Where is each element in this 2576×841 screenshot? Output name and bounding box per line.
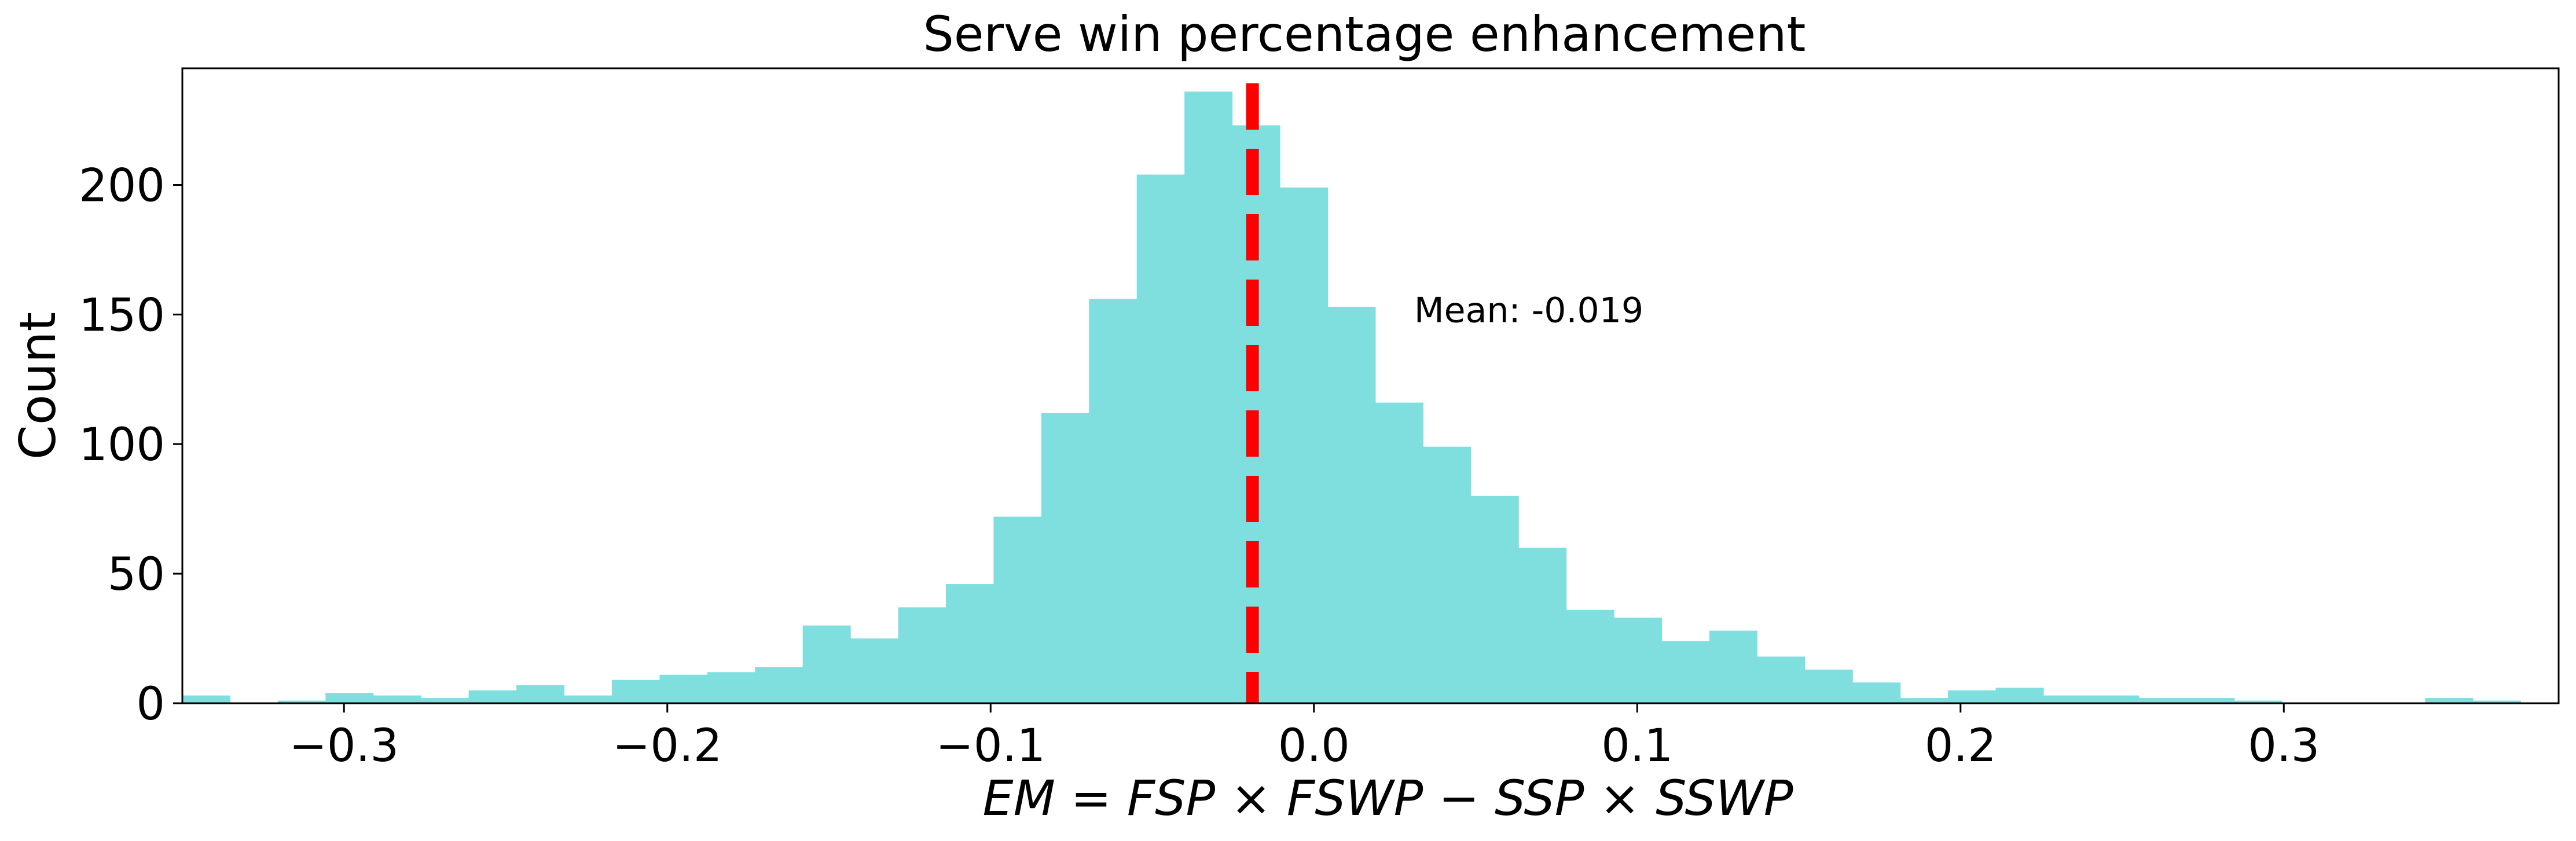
histogram-bar bbox=[1948, 690, 1997, 703]
histogram-bar bbox=[611, 680, 660, 703]
histogram-bar bbox=[468, 690, 517, 703]
histogram-bar bbox=[2425, 698, 2474, 703]
histogram-bar bbox=[659, 674, 708, 703]
histogram-bar bbox=[707, 672, 755, 703]
histogram-bar bbox=[993, 516, 1042, 703]
histogram-bar bbox=[1136, 174, 1185, 703]
histogram-bar bbox=[945, 584, 994, 703]
x-tick-label: 0.3 bbox=[2248, 720, 2320, 772]
histogram-bar bbox=[421, 698, 469, 703]
histogram-bar bbox=[1804, 669, 1853, 703]
histogram-bar bbox=[2234, 700, 2283, 703]
histogram-bar bbox=[1709, 630, 1757, 703]
y-tick-label: 0 bbox=[136, 678, 165, 730]
x-tick-label: 0.1 bbox=[1601, 720, 1673, 772]
histogram-bar bbox=[2186, 698, 2235, 703]
histogram-bar bbox=[2138, 698, 2187, 703]
histogram-bar bbox=[1518, 548, 1567, 703]
histogram-bar bbox=[1614, 618, 1663, 703]
histogram-bar bbox=[1041, 413, 1089, 703]
histogram-bar bbox=[277, 700, 326, 703]
histogram-bar bbox=[564, 695, 612, 703]
histogram-bar bbox=[1423, 446, 1472, 703]
histogram-bar bbox=[850, 638, 899, 703]
y-tick-label: 100 bbox=[79, 419, 165, 471]
x-tick-label: −0.3 bbox=[289, 720, 399, 772]
histogram-bar bbox=[898, 607, 946, 703]
histogram-bar bbox=[516, 685, 565, 703]
mean-annotation: Mean: -0.019 bbox=[1414, 290, 1643, 330]
histogram-bar bbox=[1852, 682, 1901, 703]
histogram-bar bbox=[1900, 698, 1948, 703]
histogram-bar bbox=[1375, 402, 1423, 703]
histogram-bar bbox=[1089, 299, 1137, 703]
x-axis-label: EM = FSP × FSWP − SSP × SSWP bbox=[983, 770, 1793, 827]
histogram-bar bbox=[1470, 495, 1519, 703]
histogram-bar bbox=[325, 693, 374, 703]
histogram-bar bbox=[1280, 187, 1329, 703]
histogram-bar bbox=[2043, 695, 2092, 703]
histogram-bar bbox=[755, 667, 803, 703]
histogram-bar bbox=[1566, 609, 1614, 703]
histogram-bar bbox=[802, 625, 851, 703]
y-tick-label: 150 bbox=[79, 289, 165, 341]
histogram-bar bbox=[1661, 641, 1710, 703]
y-axis-label: Count bbox=[9, 312, 67, 460]
histogram-bar bbox=[1184, 91, 1233, 703]
histogram-bars bbox=[182, 91, 2521, 704]
chart-title: Serve win percentage enhancement bbox=[923, 6, 1806, 63]
plot-frame bbox=[181, 67, 2560, 704]
histogram-bar bbox=[1757, 656, 1806, 703]
histogram-bar bbox=[2091, 695, 2140, 703]
y-axis-ticks: 0 50 100 150 200 bbox=[79, 160, 182, 730]
y-tick-label: 200 bbox=[79, 160, 165, 212]
x-tick-label: 0.0 bbox=[1278, 720, 1350, 772]
x-axis-ticks: −0.3 −0.2 −0.1 0.0 0.1 0.2 0.3 bbox=[289, 703, 2320, 772]
x-tick-label: 0.2 bbox=[1925, 720, 1997, 772]
histogram-bar bbox=[1995, 688, 2044, 703]
histogram-bar bbox=[1327, 306, 1376, 703]
histogram-bar bbox=[2472, 700, 2521, 703]
histogram-bar bbox=[373, 695, 421, 703]
y-tick-label: 50 bbox=[108, 549, 165, 601]
x-tick-label: −0.2 bbox=[612, 720, 722, 772]
histogram-bar bbox=[182, 695, 231, 703]
x-tick-label: −0.1 bbox=[936, 720, 1045, 772]
